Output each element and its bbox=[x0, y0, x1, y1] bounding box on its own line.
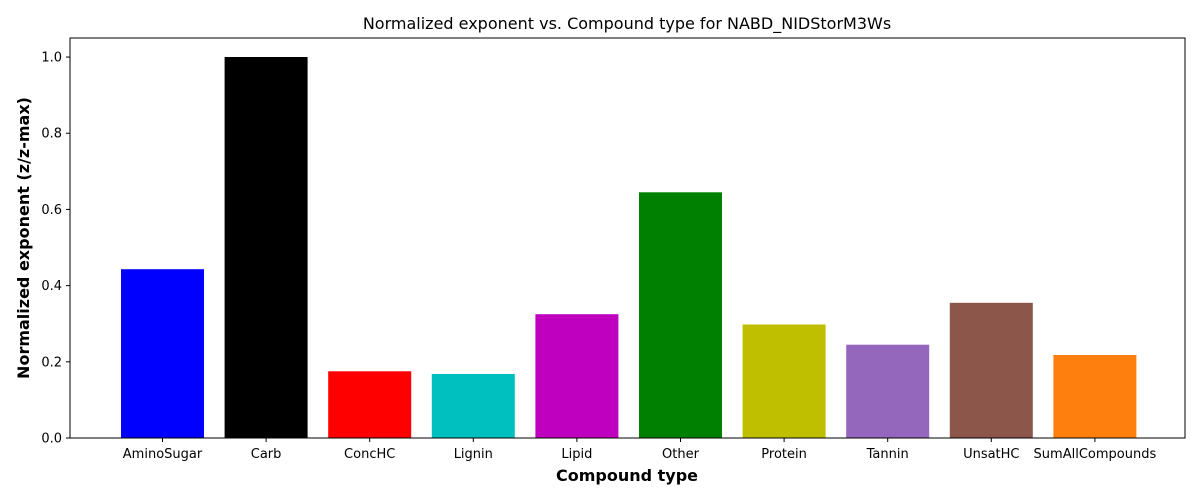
bars-layer bbox=[121, 57, 1137, 438]
x-tick-label: Protein bbox=[761, 447, 807, 462]
bar-protein bbox=[742, 324, 826, 438]
y-tick-label: 1.0 bbox=[41, 51, 62, 66]
x-tick-label: Other bbox=[662, 447, 700, 462]
bar-aminosugar bbox=[121, 269, 204, 438]
x-tick-label: Tannin bbox=[866, 447, 909, 462]
x-tick-label: Lignin bbox=[454, 447, 493, 462]
bar-conchc bbox=[328, 371, 412, 438]
y-axis-ticks: 0.0 0.2 0.4 0.6 0.8 1.0 bbox=[41, 51, 70, 447]
bar-unsathc bbox=[949, 302, 1033, 438]
y-tick-label: 0.8 bbox=[41, 127, 62, 142]
y-tick-label: 0.2 bbox=[41, 355, 62, 370]
x-tick-label: ConcHC bbox=[344, 447, 395, 462]
x-tick-label: UnsatHC bbox=[963, 447, 1019, 462]
x-tick-label: AminoSugar bbox=[123, 447, 203, 462]
x-axis-ticks: AminoSugar Carb ConcHC Lignin Lipid Other Prot… bbox=[123, 438, 1157, 462]
x-tick-label: Lipid bbox=[561, 447, 592, 462]
y-axis-title: Normalized exponent (z/z-max) bbox=[14, 97, 33, 379]
bar-other bbox=[639, 192, 722, 438]
bar-sumallcompounds bbox=[1053, 355, 1137, 438]
bar-lipid bbox=[535, 314, 619, 438]
y-tick-label: 0.6 bbox=[41, 203, 62, 218]
plot-frame bbox=[69, 37, 1186, 439]
x-tick-label: SumAllCompounds bbox=[1034, 447, 1157, 462]
chart-title: Normalized exponent vs. Compound type fo… bbox=[363, 14, 891, 34]
x-axis-title: Compound type bbox=[556, 466, 698, 485]
y-tick-label: 0.4 bbox=[41, 279, 62, 294]
bar-lignin bbox=[431, 374, 515, 438]
x-tick-label: Carb bbox=[251, 447, 282, 462]
bar-tannin bbox=[846, 344, 930, 438]
bar-carb bbox=[224, 57, 308, 438]
y-tick-label: 0.0 bbox=[41, 432, 62, 447]
